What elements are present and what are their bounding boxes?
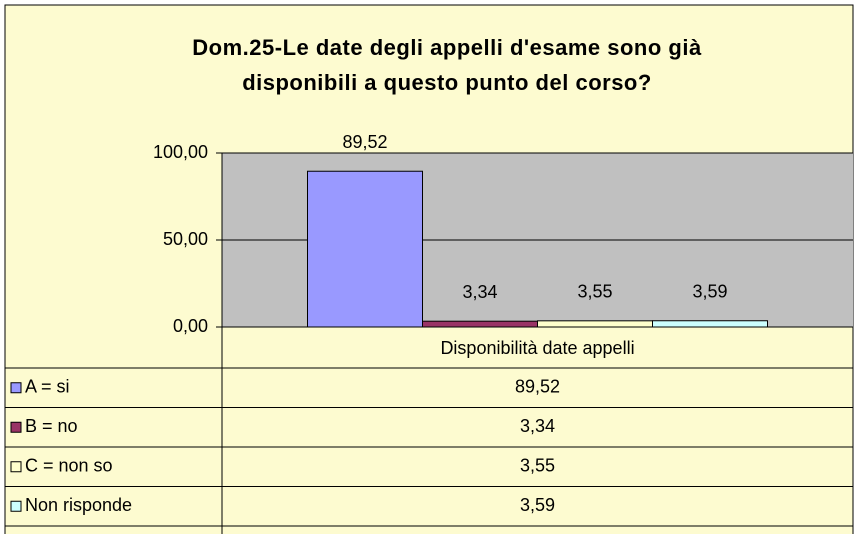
y-tick-label: 100,00	[153, 142, 208, 162]
table-value: 3,59	[520, 495, 555, 515]
table-value: 3,34	[520, 416, 555, 436]
chart-title: Dom.25-Le date degli appelli d'esame son…	[192, 35, 702, 60]
x-tick-label: Disponibilità date appelli	[440, 338, 634, 358]
table-value: 89,52	[515, 377, 560, 397]
legend-label: Non risponde	[25, 495, 132, 515]
legend-key	[10, 382, 22, 394]
legend-label: B = no	[25, 416, 78, 436]
bar	[307, 170, 423, 328]
legend-key	[10, 421, 22, 433]
legend-label: A = si	[25, 377, 70, 397]
y-tick-label: 50,00	[163, 229, 208, 249]
legend-key	[10, 500, 22, 512]
legend-label: C = non so	[25, 456, 113, 476]
data-label: 89,52	[342, 132, 387, 152]
table-value: 3,55	[520, 456, 555, 476]
bar	[652, 320, 768, 328]
legend-key	[10, 461, 22, 473]
data-label: 3,55	[577, 282, 612, 302]
data-label: 3,59	[692, 282, 727, 302]
bar	[537, 320, 653, 328]
y-tick-label: 0,00	[173, 316, 208, 336]
bar	[422, 320, 538, 328]
data-label: 3,34	[462, 282, 497, 302]
chart-title: disponibili a questo punto del corso?	[242, 70, 652, 95]
